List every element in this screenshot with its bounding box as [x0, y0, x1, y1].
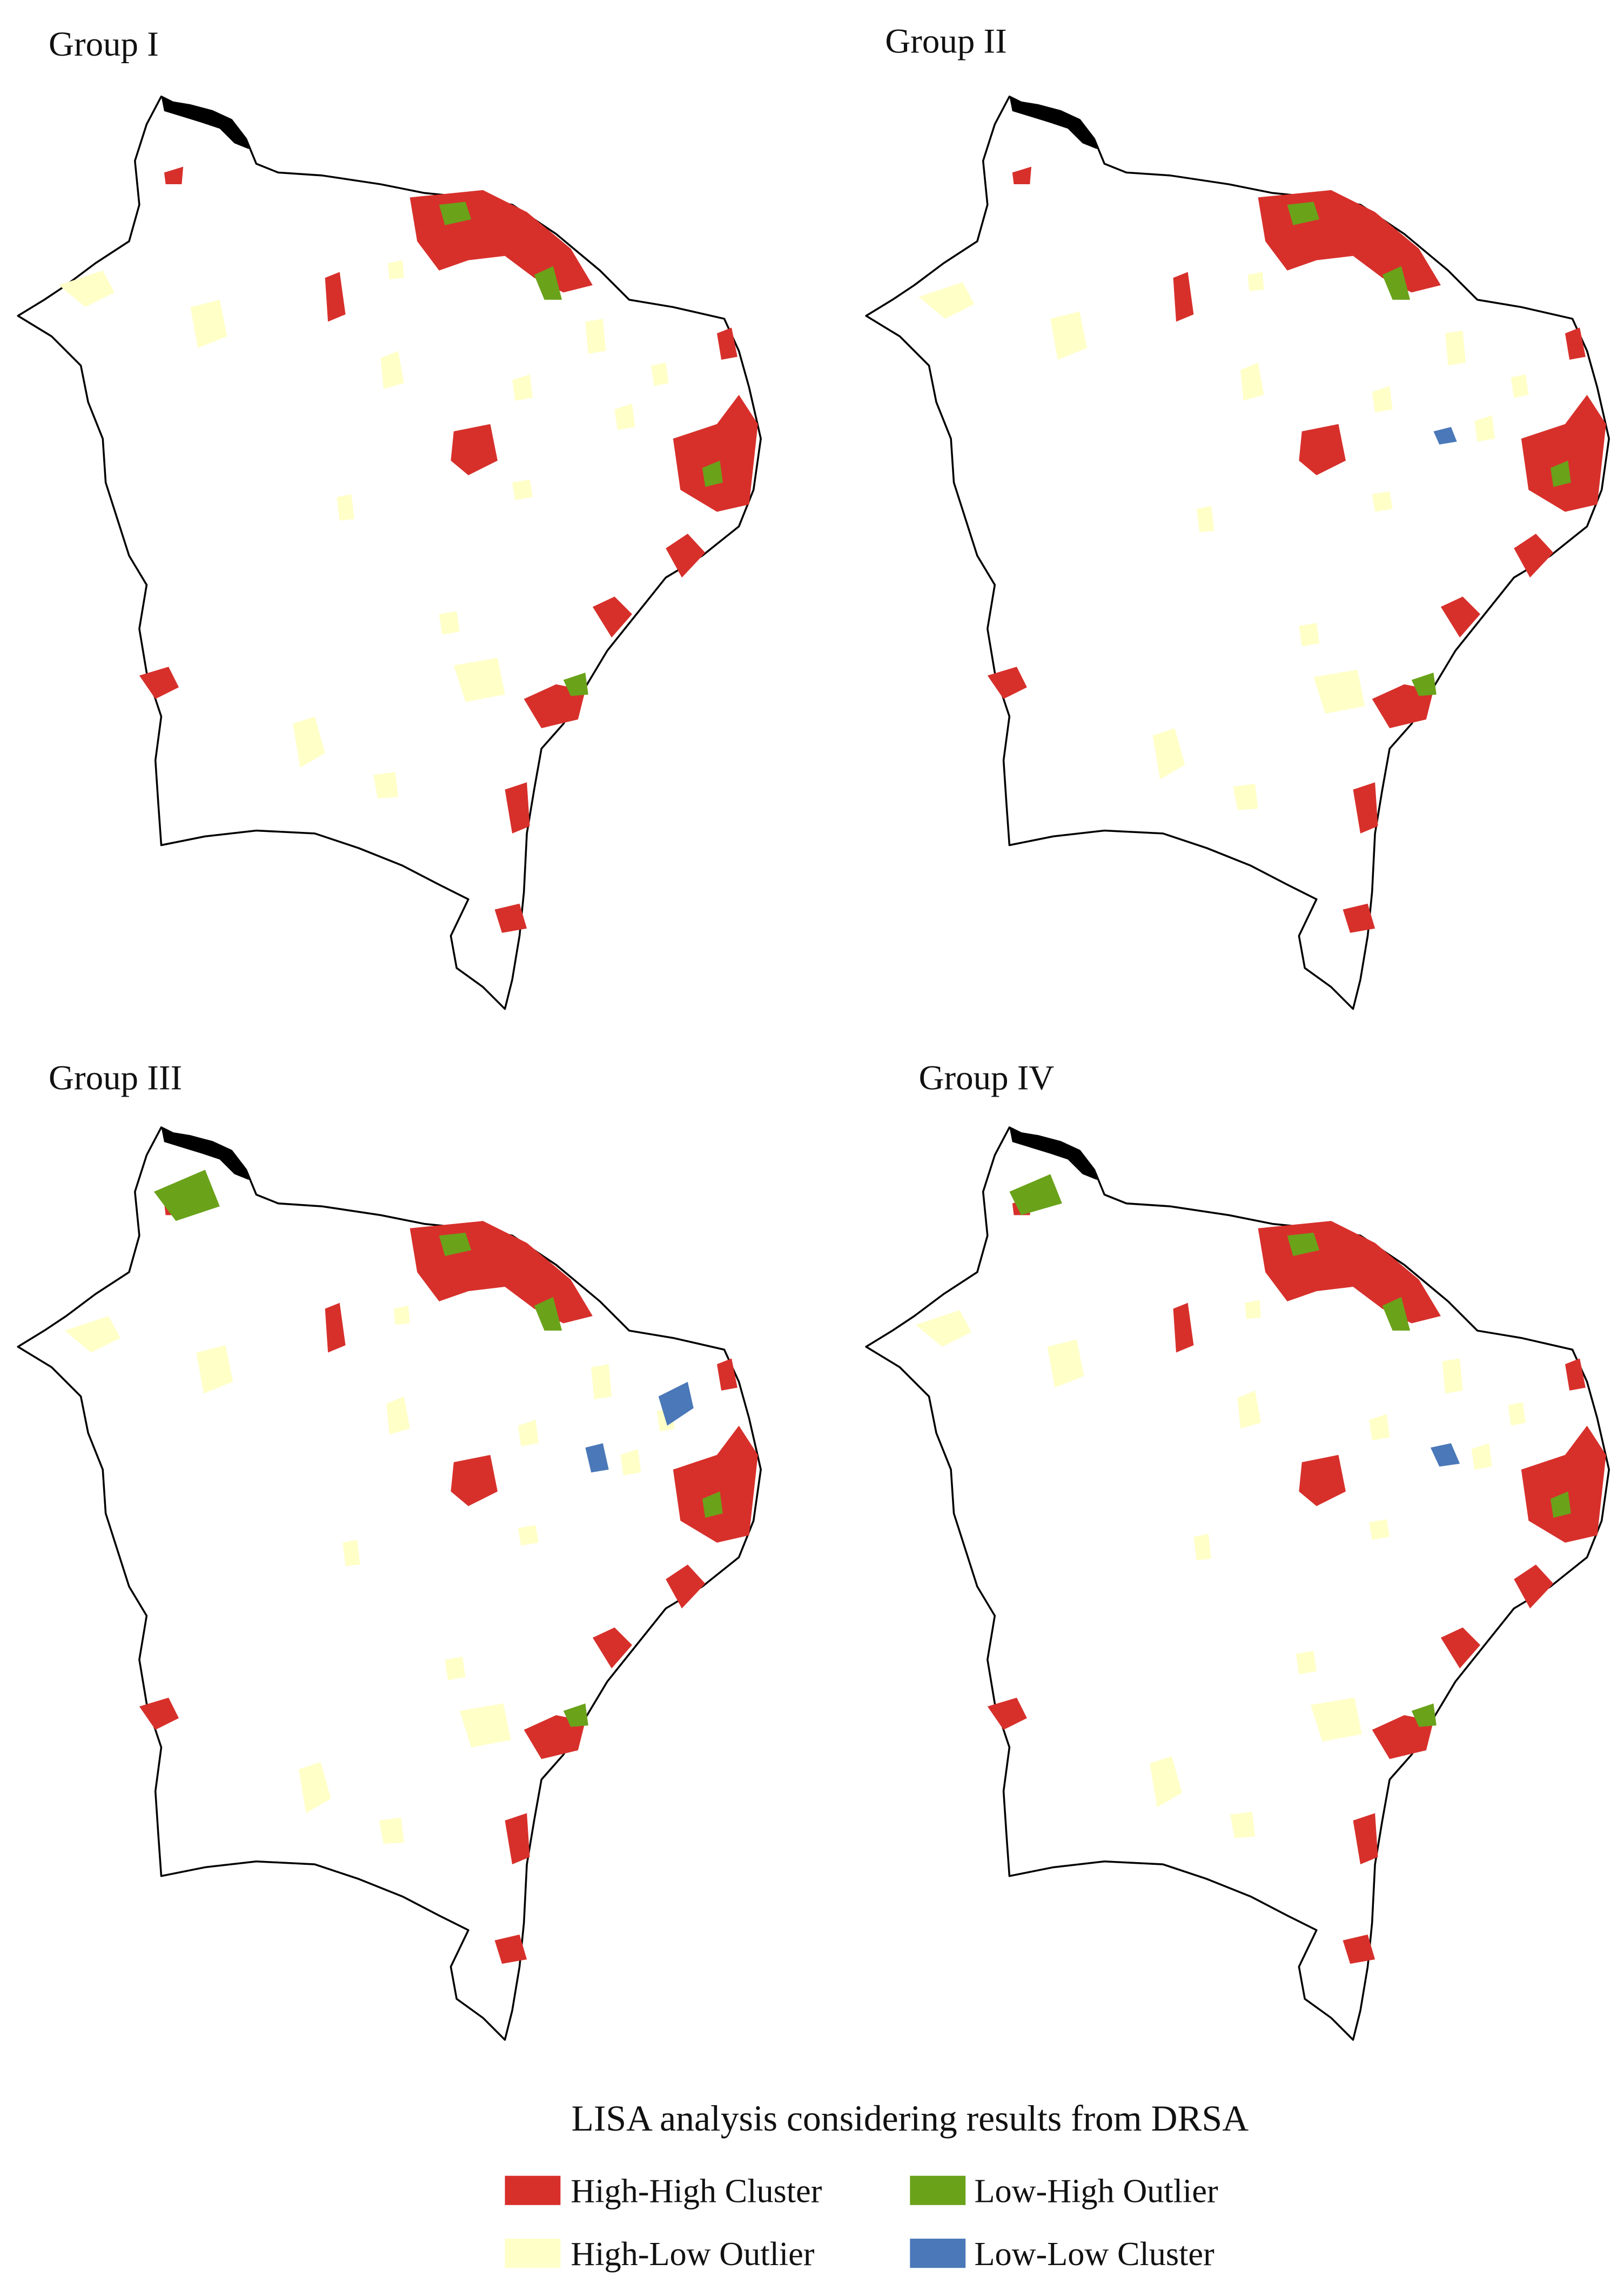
low-low-area: [1430, 1443, 1460, 1467]
panel-title: Group II: [885, 22, 1006, 61]
legend-title: LISA analysis considering results from D…: [572, 2098, 1249, 2139]
region-outline: [865, 1126, 1610, 2041]
panel-title: Group III: [49, 1059, 182, 1098]
panel-title: Group I: [49, 25, 159, 64]
low-high-area: [153, 1170, 220, 1221]
legend-swatch: [505, 2175, 561, 2205]
legend-label: Low-Low Cluster: [974, 2236, 1214, 2273]
region-outline: [865, 95, 1610, 1010]
region-outline: [17, 1126, 762, 2041]
map-panel: Group III: [17, 1059, 762, 2041]
legend-label: High-Low Outlier: [571, 2236, 814, 2273]
map-panel: Group I: [17, 25, 762, 1010]
low-low-area: [585, 1443, 609, 1473]
low-high-area: [1009, 1174, 1062, 1215]
legend-label: High-High Cluster: [571, 2173, 822, 2209]
map-panel: Group IV: [865, 1059, 1610, 2041]
region-outline: [17, 95, 762, 1010]
legend: LISA analysis considering results from D…: [505, 2098, 1249, 2273]
legend-swatch: [910, 2175, 966, 2205]
panel-title: Group IV: [919, 1059, 1055, 1098]
legend-label: Low-High Outlier: [974, 2173, 1218, 2209]
legend-swatch: [910, 2239, 966, 2268]
low-low-area: [658, 1381, 694, 1426]
map-panel: Group II: [865, 22, 1610, 1010]
legend-swatch: [505, 2239, 561, 2268]
low-low-area: [1433, 427, 1457, 445]
